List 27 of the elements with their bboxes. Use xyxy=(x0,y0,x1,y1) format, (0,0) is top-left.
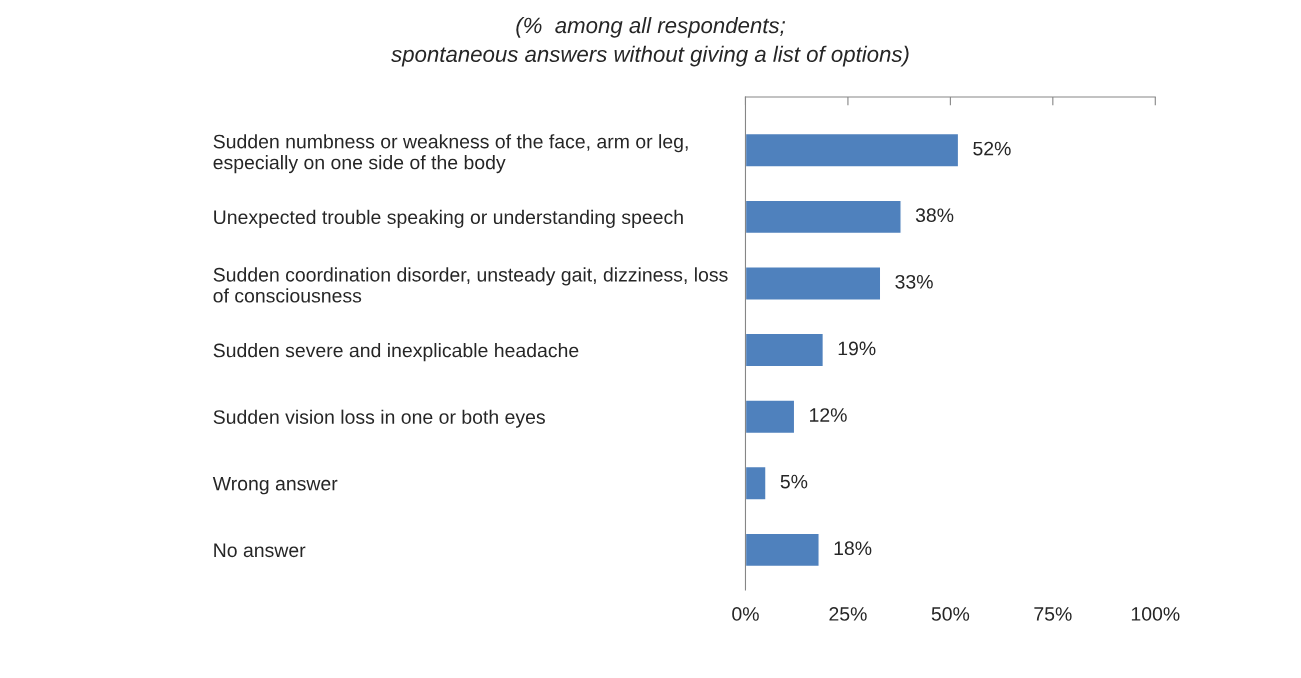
y-tick-label: Sudden severe and inexplicable headache xyxy=(213,343,579,362)
x-tick-label: 100% xyxy=(1131,607,1180,621)
data-label: 18% xyxy=(834,541,872,556)
data-label: 5% xyxy=(780,474,808,489)
bar xyxy=(745,399,796,435)
y-tick-label: Wrong answer xyxy=(212,476,338,495)
x-tick-label: 75% xyxy=(1034,607,1072,621)
x-tick-label: 0% xyxy=(732,607,759,621)
bar xyxy=(745,465,767,501)
bar xyxy=(745,266,882,301)
y-tick-label: No answer xyxy=(214,543,306,558)
bar xyxy=(745,332,825,368)
bar xyxy=(745,199,902,235)
x-tick-label: 25% xyxy=(829,607,867,621)
data-label: 38% xyxy=(915,208,954,223)
bar xyxy=(745,132,960,168)
data-label: 33% xyxy=(895,274,933,289)
chart-title: (% among all respondents; spontaneous answers without giving a list of options) xyxy=(391,16,909,67)
x-tick-label: 50% xyxy=(931,607,970,621)
bar xyxy=(745,532,820,568)
data-label: 12% xyxy=(810,408,847,422)
y-tick-label: Sudden vision loss in one or both eyes xyxy=(213,409,545,428)
data-label: 52% xyxy=(973,141,1011,156)
y-tick-label: Unexpected trouble speaking or understanding speech xyxy=(214,209,683,228)
y-tick-label: Sudden coordination disorder, unsteady gait, dizziness, loss of consciousness xyxy=(213,267,728,303)
y-tick-label: Sudden numbness or weakness of the face, arm or leg, especially on one side of the body xyxy=(213,134,688,174)
data-label: 19% xyxy=(838,341,876,356)
